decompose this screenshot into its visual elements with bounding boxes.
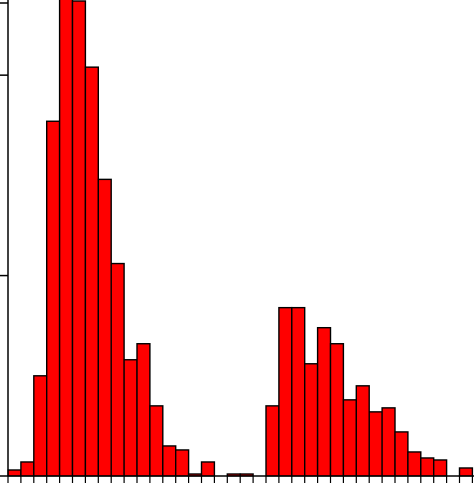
histogram-bar — [200, 461, 216, 477]
histogram-bar — [162, 445, 177, 477]
histogram-bar — [149, 405, 164, 477]
histogram-bar — [407, 451, 422, 477]
histogram-bar — [58, 0, 74, 477]
histogram-bar — [329, 343, 345, 477]
histogram-bar — [136, 343, 151, 477]
histogram-bar — [265, 405, 280, 477]
histogram-bar — [33, 375, 48, 477]
histogram-bar — [368, 411, 383, 477]
histogram-bar — [278, 306, 293, 477]
histogram-bar — [71, 0, 87, 477]
bars-layer — [7, 0, 474, 477]
histogram-bar — [84, 66, 100, 477]
histogram-bar — [381, 407, 396, 477]
histogram-bar — [420, 457, 435, 477]
histogram-bar — [304, 363, 319, 477]
histogram-bar — [291, 306, 306, 477]
histogram-bar — [123, 359, 138, 477]
histogram-bar — [394, 431, 409, 477]
histogram-bar — [46, 120, 61, 477]
histogram-bar — [355, 385, 370, 477]
histogram-bar — [458, 467, 474, 477]
histogram-bar — [316, 326, 332, 477]
histogram-bar — [7, 469, 22, 477]
histogram-bar — [174, 449, 190, 477]
histogram-bar — [20, 461, 35, 477]
histogram-bar — [342, 399, 357, 477]
histogram-bar — [110, 262, 125, 477]
histogram-bar — [97, 178, 112, 477]
histogram-bar — [433, 459, 448, 477]
